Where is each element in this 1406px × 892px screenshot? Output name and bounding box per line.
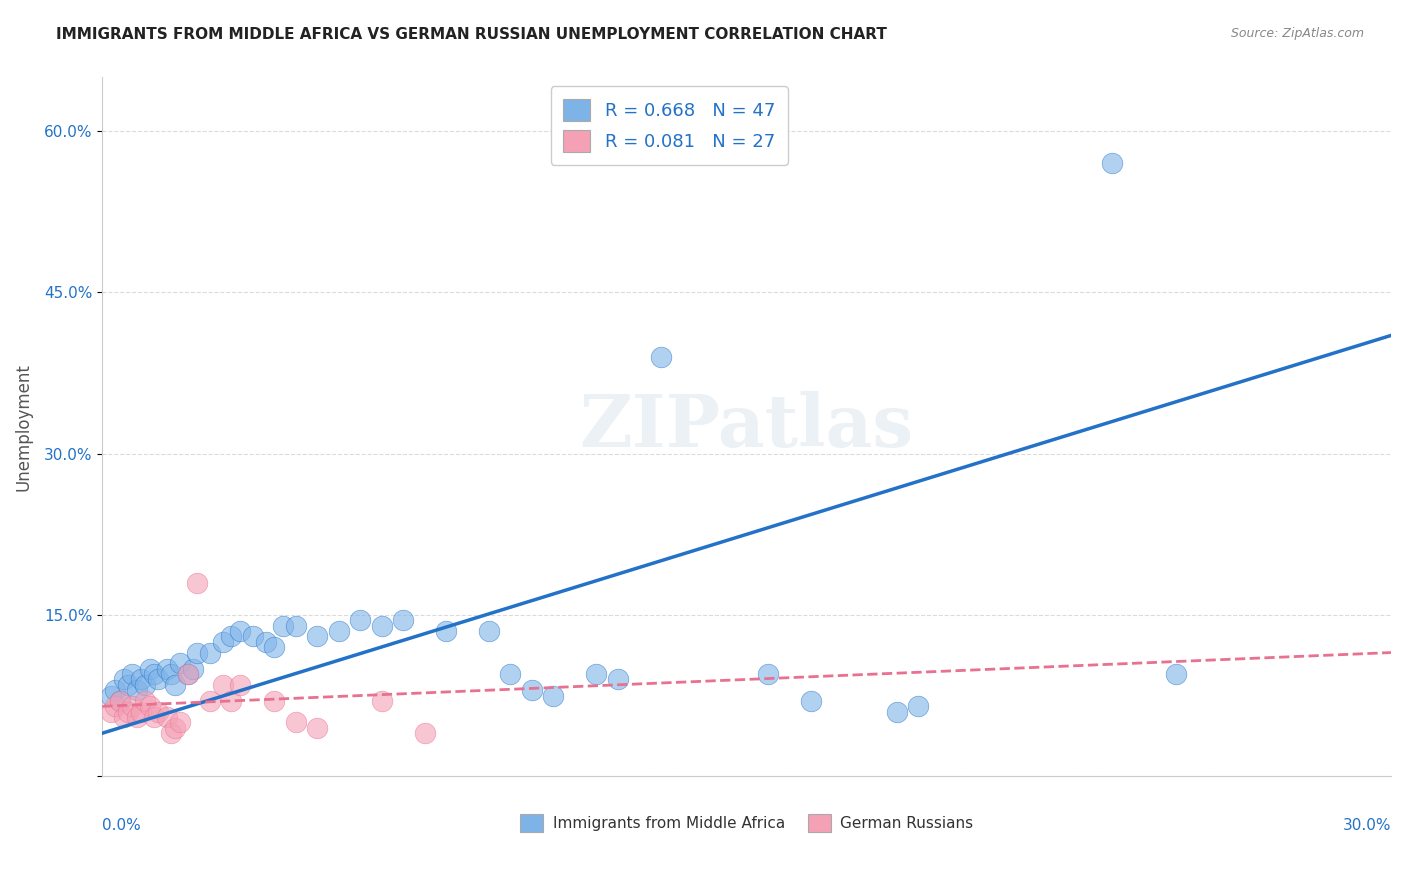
Text: 0.0%: 0.0%: [103, 818, 141, 833]
Point: [198, 694, 221, 708]
Point: [138, 662, 160, 676]
Point: [186, 575, 208, 590]
Point: [756, 667, 779, 681]
Point: [181, 662, 204, 676]
Point: [520, 683, 543, 698]
Point: [284, 715, 307, 730]
Point: [1101, 156, 1123, 170]
Y-axis label: Unemployment: Unemployment: [15, 363, 32, 491]
Point: [117, 678, 139, 692]
Point: [392, 613, 415, 627]
Point: [499, 667, 522, 681]
Point: [134, 694, 156, 708]
Point: [543, 689, 565, 703]
Point: [160, 667, 183, 681]
Point: [229, 678, 252, 692]
Point: [1166, 667, 1188, 681]
Point: [108, 694, 131, 708]
Point: [370, 694, 392, 708]
Point: [148, 673, 170, 687]
Point: [125, 710, 148, 724]
Point: [284, 618, 307, 632]
Point: [112, 710, 135, 724]
Point: [142, 667, 165, 681]
Point: [125, 683, 148, 698]
Point: [129, 673, 152, 687]
Point: [800, 694, 823, 708]
Legend: R = 0.668   N = 47, R = 0.081   N = 27: R = 0.668 N = 47, R = 0.081 N = 27: [551, 87, 787, 165]
Point: [108, 694, 131, 708]
Point: [134, 678, 156, 692]
Point: [177, 667, 200, 681]
Point: [242, 629, 264, 643]
Point: [263, 694, 285, 708]
Point: [169, 657, 191, 671]
Point: [121, 699, 143, 714]
Point: [886, 705, 908, 719]
Point: [413, 726, 436, 740]
Text: 30.0%: 30.0%: [1343, 818, 1391, 833]
Point: [307, 721, 329, 735]
Point: [650, 350, 672, 364]
Point: [160, 726, 183, 740]
Point: [165, 721, 187, 735]
Point: [434, 624, 457, 638]
Text: ZIPatlas: ZIPatlas: [579, 392, 914, 462]
Point: [138, 699, 160, 714]
Point: [263, 640, 285, 655]
Point: [478, 624, 501, 638]
Point: [186, 646, 208, 660]
Point: [156, 662, 179, 676]
Point: [112, 673, 135, 687]
Point: [254, 635, 277, 649]
Point: [211, 635, 233, 649]
Point: [100, 705, 122, 719]
Point: [100, 689, 122, 703]
Point: [211, 678, 233, 692]
Point: [148, 705, 170, 719]
Point: [104, 683, 127, 698]
Point: [307, 629, 329, 643]
Point: [156, 710, 179, 724]
Point: [349, 613, 371, 627]
Point: [585, 667, 607, 681]
Point: [271, 618, 294, 632]
Text: Source: ZipAtlas.com: Source: ZipAtlas.com: [1230, 27, 1364, 40]
Point: [229, 624, 252, 638]
Point: [370, 618, 392, 632]
Point: [104, 699, 127, 714]
Point: [165, 678, 187, 692]
Point: [177, 667, 200, 681]
Point: [907, 699, 929, 714]
Point: [328, 624, 350, 638]
Point: [121, 667, 143, 681]
Point: [169, 715, 191, 730]
Text: IMMIGRANTS FROM MIDDLE AFRICA VS GERMAN RUSSIAN UNEMPLOYMENT CORRELATION CHART: IMMIGRANTS FROM MIDDLE AFRICA VS GERMAN …: [56, 27, 887, 42]
Point: [219, 694, 242, 708]
Point: [606, 673, 628, 687]
Point: [129, 705, 152, 719]
Point: [117, 705, 139, 719]
Point: [219, 629, 242, 643]
Point: [142, 710, 165, 724]
Point: [198, 646, 221, 660]
